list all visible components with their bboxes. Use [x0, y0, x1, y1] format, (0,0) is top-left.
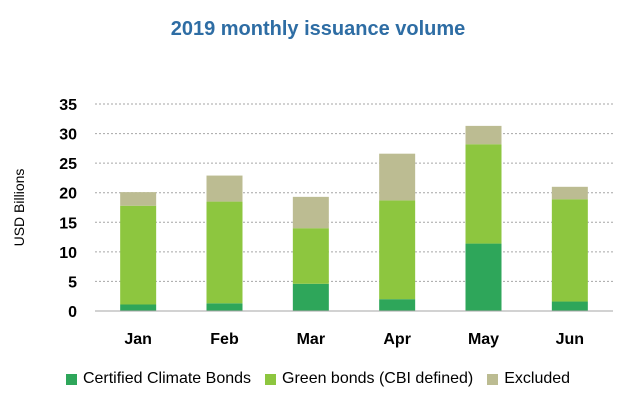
y-tick-label: 10: [59, 245, 77, 262]
x-category-label: Mar: [297, 331, 325, 348]
gridlines: [95, 103, 613, 282]
bar-stacks: [120, 125, 588, 311]
x-category-label: Jun: [556, 331, 584, 348]
legend-label: Excluded: [504, 370, 571, 387]
y-tick-label: 20: [59, 186, 77, 203]
bar-segment: [379, 299, 416, 311]
legend-item: Certified Climate Bonds: [65, 370, 252, 388]
bar-segment: [120, 304, 157, 311]
legend-label: Green bonds (CBI defined): [282, 370, 474, 387]
legend: Certified Climate Bonds Green bonds (CBI …: [0, 370, 636, 388]
x-category-label: May: [468, 331, 499, 348]
bar-segment: [551, 199, 588, 302]
bar-segment: [379, 153, 416, 201]
x-category-label: Feb: [210, 331, 239, 348]
bar-segment: [551, 186, 588, 200]
y-tick-label: 25: [59, 156, 77, 173]
y-tick-label: 15: [59, 215, 77, 232]
bar-segment: [465, 243, 502, 311]
bar-segment: [551, 301, 588, 311]
y-tick-label: 0: [68, 304, 77, 321]
legend-item: Excluded: [487, 370, 570, 388]
bar-segment: [120, 192, 157, 206]
bar-segment: [292, 283, 329, 311]
legend-swatch: [487, 373, 499, 385]
y-tick-label: 5: [68, 274, 77, 291]
x-category-label: Jan: [124, 331, 152, 348]
bar-segment: [206, 175, 243, 202]
y-tick-label: 30: [59, 127, 77, 144]
legend-item: Green bonds (CBI defined): [265, 370, 473, 388]
bar-segment: [120, 205, 157, 305]
bar-segment: [206, 303, 243, 311]
chart-title: 2019 monthly issuance volume: [170, 18, 466, 40]
bar-segment: [292, 196, 329, 229]
bar-segment: [465, 125, 502, 145]
bar-segment: [379, 200, 416, 300]
bar-segment: [292, 228, 329, 284]
legend-swatch: [265, 373, 277, 385]
y-axis-ticks: 0 5 10 15 20 25 30 35: [59, 97, 77, 321]
x-category-label: Apr: [383, 331, 411, 348]
bar-segment: [465, 144, 502, 244]
bar-segment: [206, 201, 243, 304]
stacked-bar-chart: 0 5 10 15 20 25 30 35 Jan Feb Mar Apr May Jun USD Bi…: [11, 97, 613, 348]
legend-label: Certified Climate Bonds: [82, 370, 252, 387]
legend-swatch: [65, 373, 77, 385]
y-tick-label: 35: [59, 97, 77, 114]
x-axis-categories: Jan Feb Mar Apr May Jun: [124, 331, 584, 348]
y-axis-label: USD Billions: [11, 169, 27, 247]
